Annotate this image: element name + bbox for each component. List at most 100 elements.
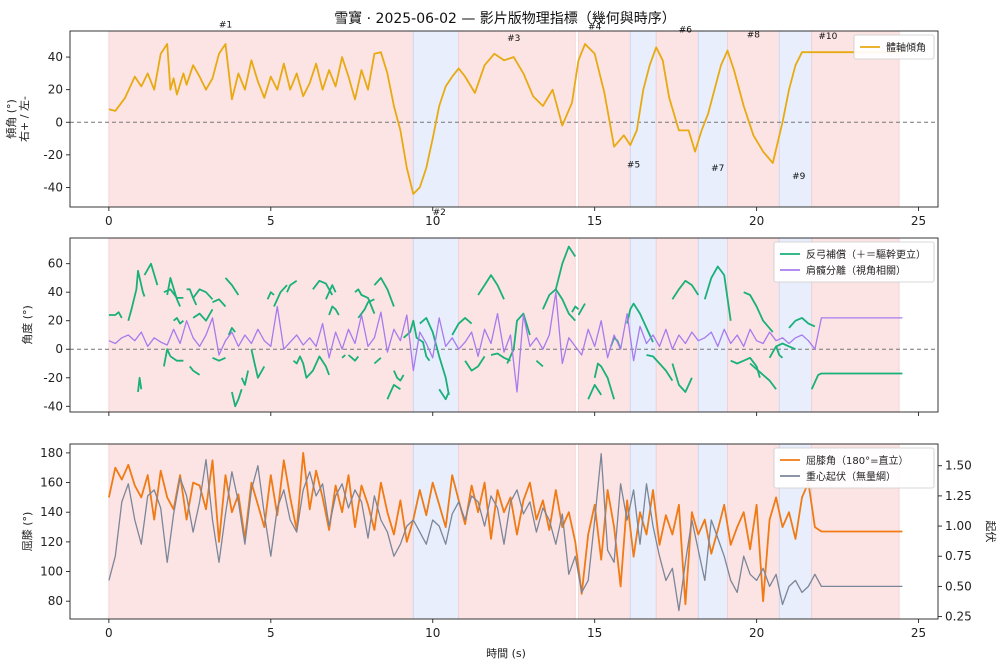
phase-band-blue — [697, 237, 728, 413]
phase-band-pink — [578, 30, 631, 208]
y-tick-label: 20 — [48, 314, 63, 328]
legend: 反弓補償（＋＝驅幹更立） 肩髖分離（視角相關） — [773, 241, 935, 283]
series-line-0 — [273, 284, 288, 307]
series-line-0 — [464, 355, 486, 372]
series-line-0 — [703, 265, 732, 321]
plot-frame — [69, 30, 939, 208]
series-line-0 — [810, 372, 903, 390]
series-line-0 — [173, 316, 184, 325]
series-line-0 — [554, 245, 577, 290]
x-tick-label: 5 — [267, 626, 275, 640]
series-line-0 — [192, 288, 214, 300]
y-tick-label: -20 — [43, 371, 63, 385]
series-line-0 — [212, 298, 227, 308]
series-line-0 — [577, 303, 586, 316]
series-line-0 — [477, 274, 505, 300]
series-line-0 — [328, 305, 340, 316]
chart-title: 雪寶 · 2025-06-02 — 影片版物理指標（幾何與時序） — [334, 11, 676, 27]
phase-band-blue — [629, 237, 657, 413]
series-line-0 — [212, 356, 226, 362]
phase-band-pink — [727, 30, 780, 208]
y-tick-label: 20 — [48, 83, 63, 97]
series-line-1 — [108, 291, 903, 393]
peak-annotation: #4 — [588, 22, 602, 32]
series-line-1 — [108, 453, 903, 612]
series-group — [108, 245, 903, 408]
peak-annotation: #7 — [711, 164, 724, 174]
y-right-tick-label: 1.00 — [945, 519, 972, 533]
phase-band-pink — [108, 237, 414, 413]
series-line-0 — [108, 451, 903, 606]
series-line-0 — [240, 370, 249, 386]
y-tick-label: 180 — [40, 446, 63, 460]
series-line-0 — [730, 356, 761, 379]
y-right-tick-label: 0.25 — [945, 610, 972, 624]
peak-annotation: #6 — [679, 26, 693, 36]
series-line-0 — [354, 288, 376, 314]
peak-annotation: #2 — [433, 208, 446, 218]
legend-box — [773, 447, 935, 489]
series-line-0 — [403, 319, 431, 362]
peak-annotation: #3 — [507, 34, 520, 44]
legend-label: 重心起伏（無量綱） — [806, 470, 896, 483]
x-tick-label: 15 — [587, 214, 602, 228]
series-line-0 — [186, 288, 198, 306]
series-line-0 — [325, 284, 337, 300]
legend: 屈膝角（180°=直立） 重心起伏（無量綱） — [773, 447, 935, 489]
series-line-0 — [626, 302, 654, 343]
series-line-0 — [250, 349, 266, 379]
series-line-0 — [451, 316, 473, 336]
series-line-0 — [571, 305, 580, 313]
y-right-tick-label: 0.75 — [945, 549, 972, 563]
series-group — [108, 451, 903, 612]
y-axis-label: 屈膝 (°) — [21, 512, 34, 552]
y-tick-label: 80 — [48, 594, 63, 608]
panel-angles: 60 40 20 0 -20 -40 角度 (°) 反弓補償（＋＝驅幹更立） 肩髖分離（視角相關… — [20, 237, 939, 416]
panel-tilt: 0 5 10 15 20 25 40 20 0 -20 -40 傾角 (°) 右+ / 左- #1 #2 #3… — [4, 21, 939, 228]
series-line-0 — [312, 279, 334, 296]
x-axis-label: 時間 (s) — [486, 647, 526, 660]
y-tick-label: 0 — [55, 115, 63, 129]
phase-band-blue — [697, 443, 728, 620]
y-tick-label: -40 — [43, 399, 63, 413]
legend: 體軸傾角 — [853, 34, 935, 60]
phase-band-pink — [727, 237, 780, 413]
series-line-0 — [347, 354, 360, 362]
y-tick-label: 160 — [40, 476, 63, 490]
phase-band-pink — [655, 30, 699, 208]
series-line-0 — [373, 276, 395, 307]
phase-band-blue — [629, 443, 657, 620]
x-tick-label: 0 — [105, 214, 113, 228]
y-tick-label: 40 — [48, 50, 63, 64]
panel-knee: 0 5 10 15 20 25 180 160 140 120 100 80 1.50 1.25 1.00 0… — [21, 443, 998, 640]
y-right-tick-label: 0.50 — [945, 579, 972, 593]
plot-frame — [69, 443, 939, 620]
x-tick-label: 20 — [749, 626, 764, 640]
phase-band-blue — [412, 237, 460, 413]
y-tick-label: 100 — [40, 565, 63, 579]
series-line-0 — [231, 388, 243, 408]
peak-annotation: #9 — [792, 172, 806, 182]
x-tick-label: 25 — [911, 626, 926, 640]
legend-label: 體軸傾角 — [886, 41, 926, 54]
series-line-0 — [169, 355, 184, 362]
legend-box — [853, 34, 935, 60]
y-tick-label: 40 — [48, 285, 63, 299]
y-tick-label: -20 — [43, 148, 63, 162]
y-axis-label: 右+ / 左- — [17, 96, 31, 142]
y-right-tick-label: 1.25 — [945, 489, 972, 503]
series-line-0 — [286, 280, 298, 293]
y-tick-label: 120 — [40, 535, 63, 549]
series-line-0 — [671, 279, 700, 300]
y-right-tick-label: 1.50 — [945, 459, 972, 473]
series-line-0 — [393, 370, 405, 382]
series-line-0 — [419, 316, 450, 396]
x-tick-label: 10 — [425, 626, 440, 640]
series-line-0 — [743, 291, 774, 333]
series-line-0 — [108, 311, 123, 319]
phase-band-pink — [655, 237, 699, 413]
y-tick-label: 60 — [48, 257, 63, 271]
series-line-0 — [127, 269, 146, 321]
series-line-0 — [542, 288, 576, 322]
